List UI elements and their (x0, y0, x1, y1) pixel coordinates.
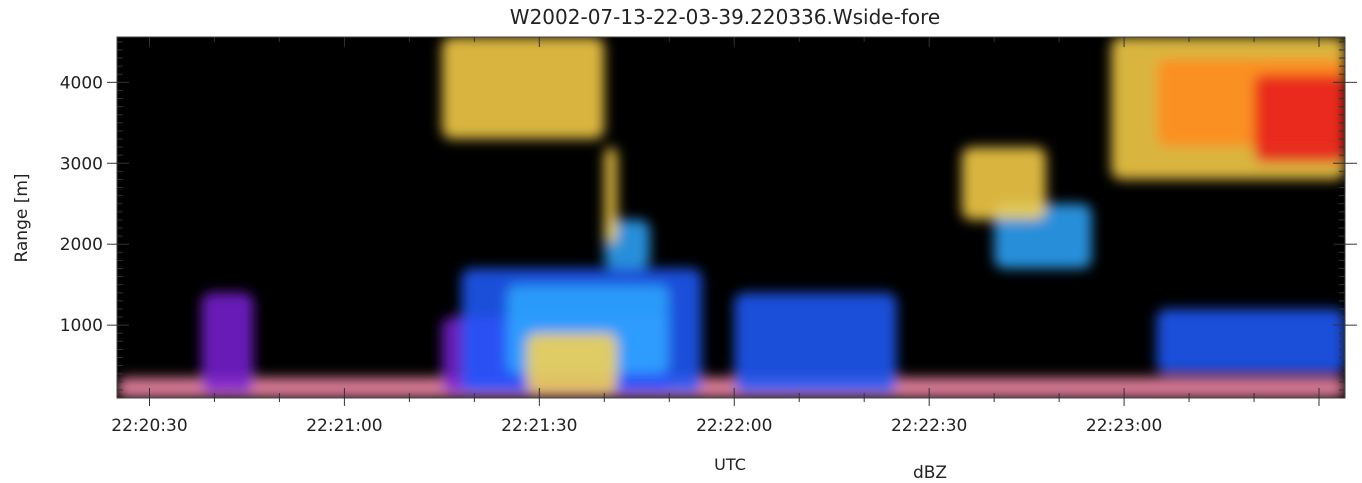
feature-high-11 (961, 147, 1047, 220)
y-axis-label: Range [m] (12, 173, 32, 262)
feature-medium-9 (734, 292, 897, 394)
x-tick-label-5: 22:23:00 (1086, 416, 1162, 436)
feature-extreme-15 (1254, 74, 1345, 164)
x-tick-label-0: 22:20:30 (111, 416, 187, 436)
x-tick-label-1: 22:21:00 (306, 416, 382, 436)
y-tick-label-0: 1000 (60, 316, 103, 336)
reflectivity-features (117, 37, 1345, 398)
y-tick-label-3: 4000 (60, 73, 103, 93)
feature-medium-12 (1156, 308, 1345, 374)
x-axis-ticks: 22:20:30 22:21:00 22:21:30 22:22:00 22:22:30… (111, 37, 1320, 436)
feature-high-7 (604, 147, 618, 245)
x-tick-label-2: 22:21:30 (501, 416, 577, 436)
chart-title: W2002-07-13-22-03-39.220336.Wside-fore (510, 5, 940, 29)
x-axis-label: UTC (714, 455, 746, 474)
x-tick-label-3: 22:22:00 (696, 416, 772, 436)
colorbar-label: dBZ (913, 463, 947, 483)
y-axis-ticks: 1000 2000 3000 4000 (60, 41, 1357, 399)
feature-high-8 (441, 37, 605, 139)
y-tick-label-1: 2000 (60, 235, 103, 255)
plot-frame (116, 36, 1346, 399)
x-tick-label-4: 22:22:30 (891, 416, 967, 436)
feature-weak-0 (117, 377, 1345, 398)
feature-low-1 (201, 292, 254, 394)
feature-high-5 (526, 333, 618, 394)
y-tick-label-2: 3000 (60, 154, 103, 174)
